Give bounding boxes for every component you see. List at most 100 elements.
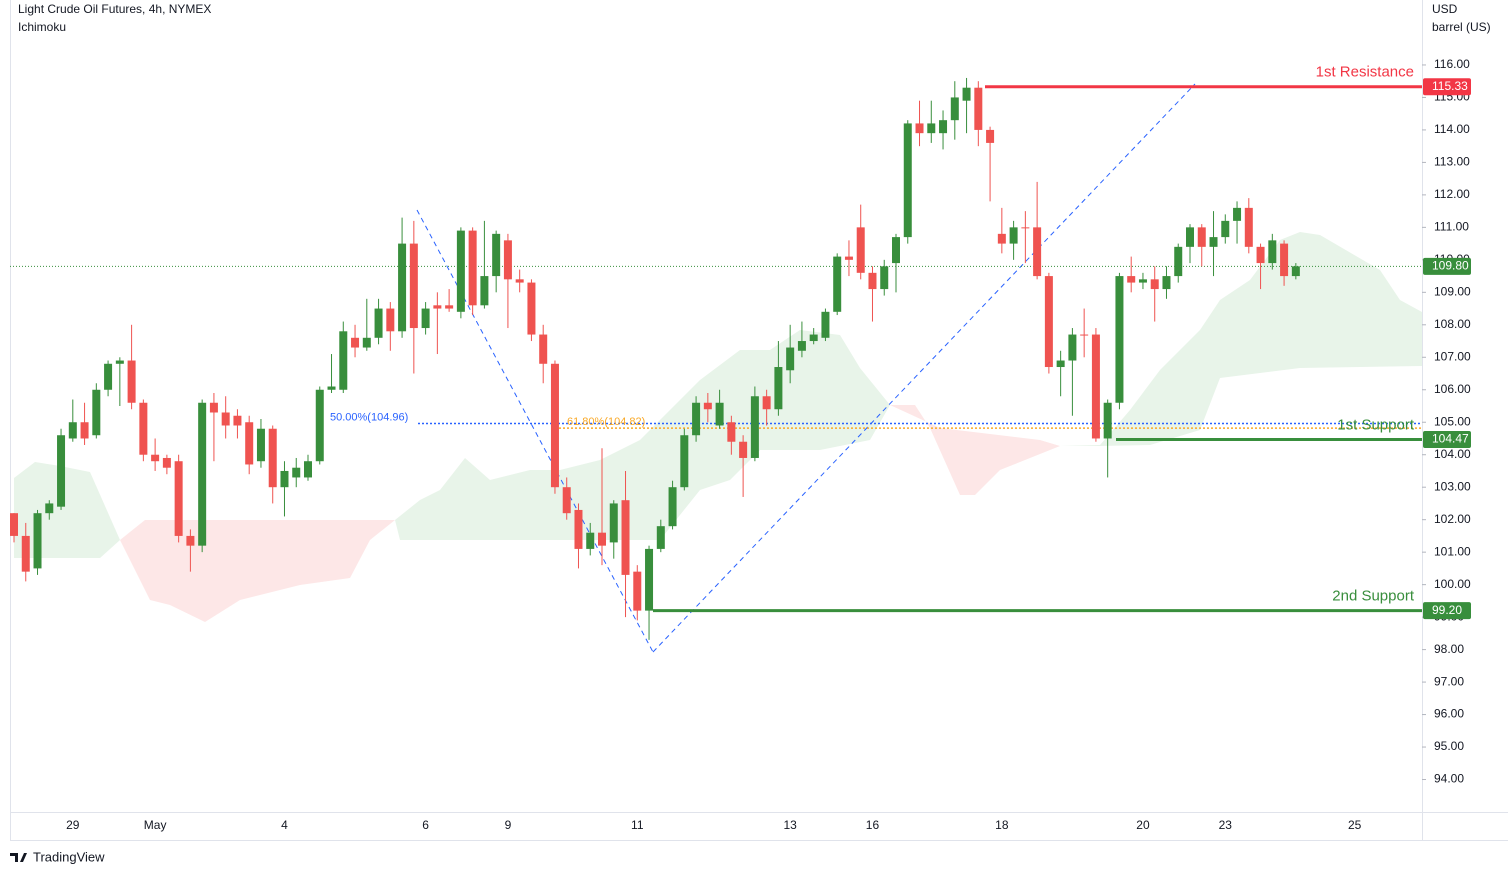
candle-body [774,367,783,410]
candle-body [1174,246,1183,277]
level-name: 1st Support [1337,416,1415,433]
level-name: 2nd Support [1332,588,1415,605]
x-tick-label: 11 [631,818,644,832]
candle-body [256,428,265,462]
candle-body [21,535,30,572]
candle-body [503,240,512,280]
candle-body [409,243,418,329]
x-tick-label: 29 [66,818,80,832]
candle-body [856,227,865,273]
candle-body [1268,240,1277,264]
y-tick-label: 96.00 [1434,707,1464,721]
candle-body [692,402,701,436]
candle-body [715,402,724,426]
x-tick-label: 20 [1136,818,1150,832]
candle-body [421,308,430,329]
x-tick-label: 23 [1219,818,1233,832]
candle-body [1091,334,1100,439]
candle-body [245,422,254,465]
candle-body [162,457,171,468]
candle-body [1068,334,1077,361]
candle-body [327,386,336,390]
candle-body [656,526,665,549]
candle-body [903,123,912,238]
axis-unit-detail: barrel (US) [1432,20,1491,34]
candle-body [480,276,489,306]
candle-body [750,396,759,458]
candle-body [727,422,736,442]
candle-body [198,402,207,546]
indicator-name: Ichimoku [18,20,66,34]
candle-body [315,389,324,462]
candle-body [574,509,583,549]
price-badge [1423,430,1471,448]
candle-body [398,243,407,332]
trend-line [652,83,1196,653]
candle-body [339,331,348,390]
candle-body [1009,227,1018,244]
y-tick-label: 114.00 [1434,122,1470,136]
candle-body [539,334,548,364]
candle-body [174,461,183,536]
x-tick-label: 4 [281,818,288,832]
candle-body [562,487,571,514]
x-tick-label: 6 [422,818,429,832]
candle-body [786,347,795,371]
candle-body [880,266,889,290]
candle-body [621,500,630,575]
y-tick-label: 116.00 [1434,57,1470,71]
candle-body [1233,207,1242,221]
candle-body [1127,276,1136,283]
candle-body [1209,237,1218,247]
candle-body [1080,334,1089,336]
candle-body [550,363,559,488]
candle-body [68,422,77,439]
candle-body [33,513,42,569]
y-tick-label: 98.00 [1434,642,1464,656]
candle-body [844,256,853,260]
candle-body [962,87,971,101]
x-tick-label: 25 [1348,818,1362,832]
candle-body [209,402,218,413]
candle-body [809,334,818,342]
candle-body [304,461,312,478]
fib-label: 61.80%(104.82) [567,416,645,428]
y-tick-label: 102.00 [1434,512,1471,526]
candle-body [10,513,18,536]
candle-body [57,435,66,507]
candle-body [1103,402,1112,439]
candle-body [915,123,924,134]
y-tick-label: 101.00 [1434,544,1471,558]
y-tick-label: 97.00 [1434,674,1464,688]
candle-body [739,441,748,458]
x-tick-label: 18 [995,818,1009,832]
candle-body [492,233,501,277]
price-badge [1423,257,1471,275]
candle-body [351,337,360,348]
candle-body [974,87,983,130]
candle-body [1138,279,1147,283]
candle-body [292,467,301,478]
y-tick-label: 109.00 [1434,284,1471,298]
candle-body [1244,207,1253,247]
y-tick-label: 108.00 [1434,317,1471,331]
y-tick-label: 100.00 [1434,577,1471,591]
y-tick-label: 103.00 [1434,479,1471,493]
candle-body [892,237,900,264]
logo-mark [10,853,27,862]
y-tick-label: 106.00 [1434,382,1471,396]
axis-unit: USD [1432,2,1458,16]
cloud-bull [1060,232,1422,446]
candle-body [609,503,618,543]
candle-body [1280,243,1289,277]
chart-title: Light Crude Oil Futures, 4h, NYMEX [18,2,211,16]
candle-body [986,129,995,143]
logo: TradingView [10,849,105,864]
candle-body [1256,246,1265,264]
candle-body [374,308,383,338]
candle-body [115,360,124,364]
candle-body [1150,279,1159,290]
fib-label: 50.00%(104.96) [330,411,408,423]
candle-body [104,363,113,390]
candle-body [280,470,289,488]
